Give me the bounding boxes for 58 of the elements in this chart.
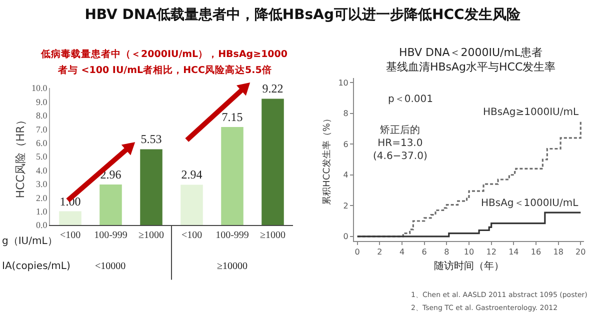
x-tick-label: 100-999 <box>216 230 249 241</box>
y-tick-label: 1.0 <box>36 206 48 216</box>
y-tick-label: 4.0 <box>36 165 48 176</box>
y-axis-title: HCC风险（HR） <box>14 114 28 198</box>
x-tick-label: 18 <box>553 248 564 257</box>
y-tick-label: 6.0 <box>36 138 48 148</box>
x-tick-label: 12 <box>486 248 496 257</box>
y-tick-label: 2.0 <box>36 192 48 203</box>
bar <box>100 184 122 225</box>
x-tick-label: <100 <box>60 230 81 241</box>
chart-title: HBV DNA低载量患者中，降低HBsAg可以进一步降低HCC发生风险 <box>84 6 522 24</box>
text: g（IU/mL） <box>2 236 58 247</box>
bar <box>180 184 203 225</box>
y-tick-label: 9.0 <box>36 96 48 107</box>
text: 低病毒载量患者中（＜2000IU/mL），HBsAg≥1000 <box>40 48 288 60</box>
x-tick-label: 10 <box>464 248 474 257</box>
x-tick-label: 14 <box>508 248 519 257</box>
text: 者与 <100 IU/mL者相比，HCC风险高达5.5倍 <box>57 64 272 76</box>
y-tick-label: 6 <box>343 140 348 149</box>
text: IA(copies/mL) <box>2 261 70 272</box>
y-tick-label: 5.0 <box>36 152 48 162</box>
annotation: p＜0.001 <box>388 94 433 105</box>
x-tick-label: 100-999 <box>94 230 128 241</box>
x-tick-label: <100 <box>181 230 202 241</box>
annotation: 矫正后的 HR=13.0 (4.6−37.0) <box>373 124 428 162</box>
y-tick-label: 8.0 <box>36 110 48 121</box>
bar <box>140 149 162 225</box>
y-axis-title: 累积HCC发生率（%） <box>322 114 333 205</box>
x-tick-label: ≥1000 <box>260 230 286 241</box>
y-tick-label: 8 <box>343 109 348 118</box>
x-tick-label: 0 <box>354 248 360 257</box>
data-label: 7.15 <box>222 110 243 124</box>
data-label: 9.22 <box>262 82 284 96</box>
data-label: 2.94 <box>181 168 202 182</box>
series-label: HBsAg≥1000IU/mL <box>483 107 579 118</box>
y-tick-label: 4 <box>343 170 348 180</box>
data-label: 5.53 <box>140 132 162 146</box>
x-tick-label: 8 <box>444 248 450 257</box>
bar <box>262 98 284 225</box>
y-tick-label: 7.0 <box>36 124 48 134</box>
y-tick-label: 2 <box>343 201 348 210</box>
x-axis-title: 随访时间（年） <box>434 260 504 272</box>
x-tick-label: 20 <box>576 248 586 257</box>
text: <10000 <box>95 261 126 272</box>
x-tick-label: 16 <box>530 248 542 257</box>
y-tick-label: 0.0 <box>36 220 48 230</box>
x-tick-label: 4 <box>399 248 405 257</box>
text: ≥10000 <box>217 261 248 272</box>
x-tick-label: 6 <box>422 248 427 257</box>
chart-subtitle: 基线血清HBsAg水平与HCC发生率 <box>386 60 556 74</box>
y-tick-label: 10.0 <box>31 83 48 94</box>
x-tick-label: 2 <box>377 248 382 257</box>
y-tick-label: 10 <box>338 78 348 88</box>
series-label: HBsAg＜1000IU/mL <box>481 198 579 209</box>
bar <box>59 211 82 225</box>
y-tick-label: 3.0 <box>36 179 48 190</box>
chart-title: HBV DNA＜2000IU/mL患者 <box>399 46 543 59</box>
x-tick-label: ≥1000 <box>138 230 164 241</box>
